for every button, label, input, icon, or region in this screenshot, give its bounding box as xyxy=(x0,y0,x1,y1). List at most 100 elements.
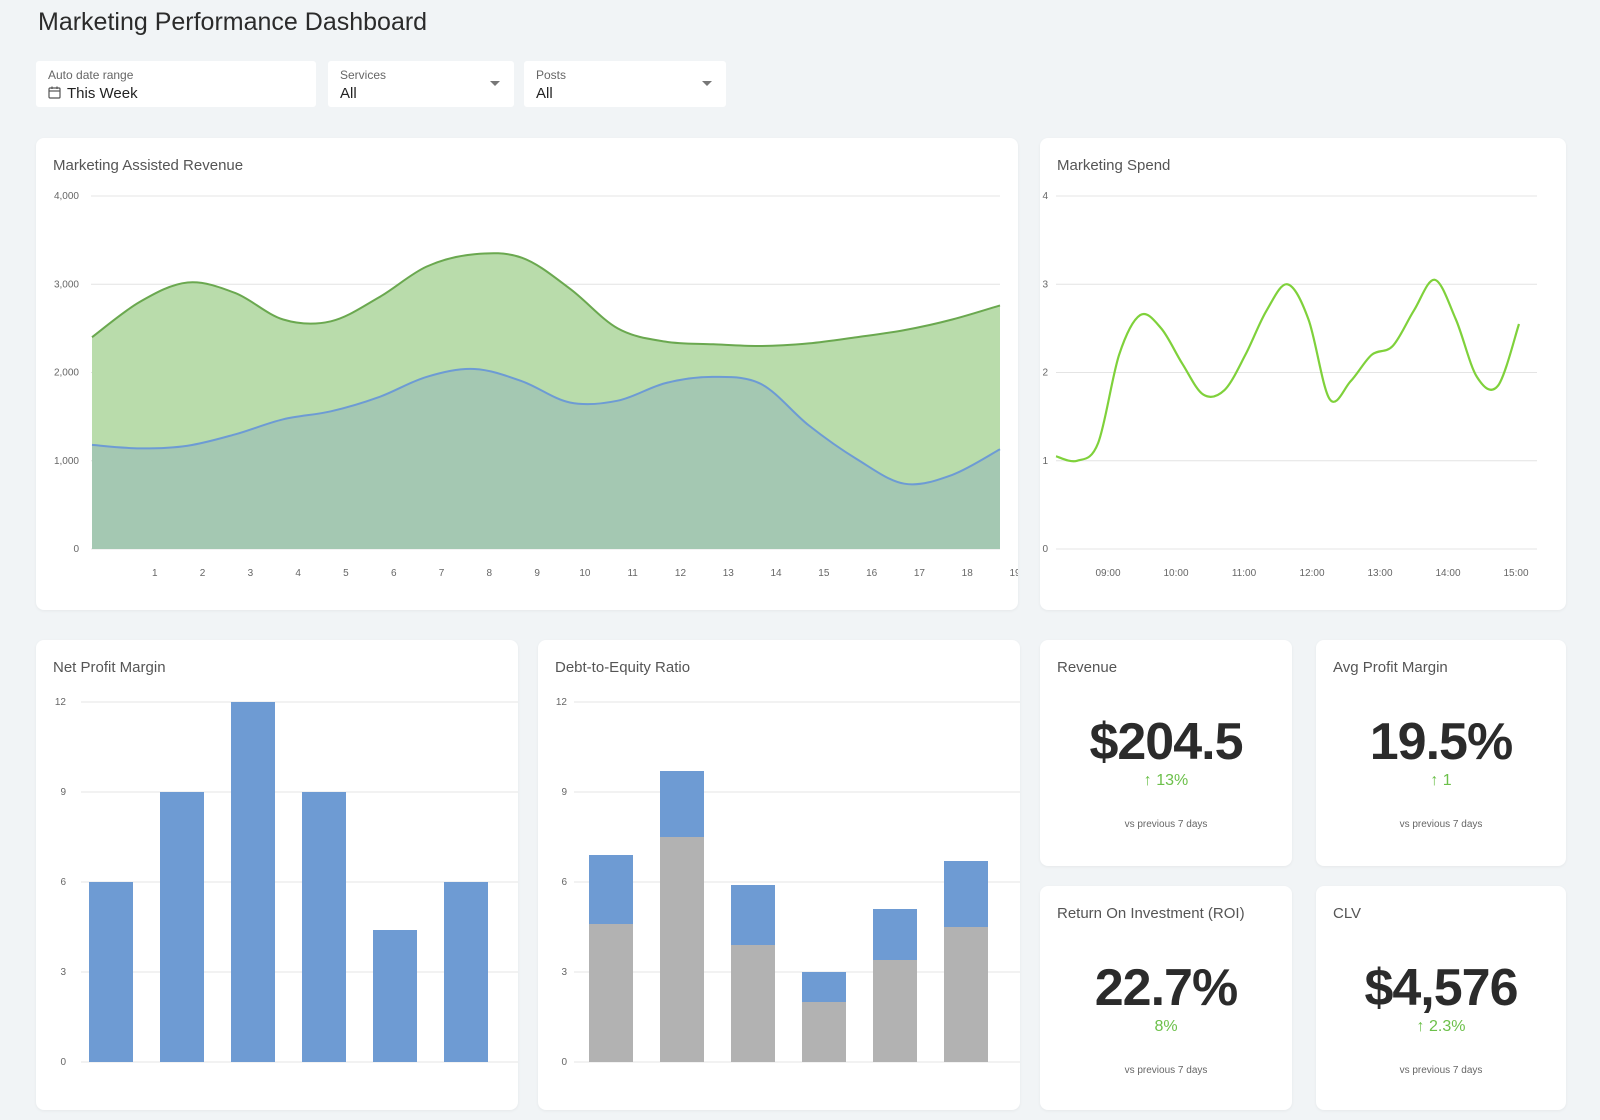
kpi-roi-card: Return On Investment (ROI) 22.7% 8% vs p… xyxy=(1040,886,1292,1110)
y-tick-label: 9 xyxy=(60,787,66,798)
y-tick-label: 3 xyxy=(561,967,567,978)
x-tick-label: 7 xyxy=(439,568,445,579)
x-tick-label: 09:00 xyxy=(1095,568,1120,579)
y-tick-label: 12 xyxy=(55,697,67,708)
kpi-revenue-card: Revenue $204.5 ↑ 13% vs previous 7 days xyxy=(1040,640,1292,866)
posts-value: All xyxy=(536,85,553,102)
services-label: Services xyxy=(340,68,387,82)
y-tick-label: 0 xyxy=(561,1057,567,1068)
y-tick-label: 0 xyxy=(73,544,79,555)
page-title: Marketing Performance Dashboard xyxy=(38,8,428,36)
y-tick-label: 1 xyxy=(1042,456,1048,467)
kpi-clv-card: CLV $4,576 ↑ 2.3% vs previous 7 days xyxy=(1316,886,1566,1110)
bar-gray xyxy=(802,1002,846,1062)
x-tick-label: 2 xyxy=(200,568,206,579)
y-tick-label: 6 xyxy=(60,877,66,888)
spend-line-card: Marketing Spend 4 3 2 1 0 09:00 10:00 11:00 12:0… xyxy=(1040,138,1566,610)
y-tick-label: 2 xyxy=(1042,368,1048,379)
net-profit-title: Net Profit Margin xyxy=(53,659,166,676)
kpi-revenue-delta: ↑ 13% xyxy=(1143,772,1189,789)
bar xyxy=(444,882,488,1062)
x-tick-label: 16 xyxy=(866,568,878,579)
y-tick-label: 0 xyxy=(60,1057,66,1068)
x-tick-label: 12 xyxy=(675,568,687,579)
bar-blue xyxy=(873,909,917,960)
x-tick-label: 1 xyxy=(152,568,158,579)
x-tick-label: 3 xyxy=(248,568,254,579)
y-tick-label: 1,000 xyxy=(54,456,79,467)
services-filter[interactable]: Services All xyxy=(328,61,514,107)
x-tick-label: 18 xyxy=(962,568,974,579)
bar xyxy=(89,882,133,1062)
x-tick-label: 13:00 xyxy=(1367,568,1392,579)
y-tick-label: 2,000 xyxy=(54,368,79,379)
y-tick-label: 0 xyxy=(1042,544,1048,555)
posts-filter[interactable]: Posts All xyxy=(524,61,726,107)
x-tick-label: 19 xyxy=(1009,568,1018,579)
x-tick-label: 5 xyxy=(343,568,349,579)
debt-equity-card: Debt-to-Equity Ratio 12 9 6 3 0 xyxy=(538,640,1020,1110)
bar-blue xyxy=(660,771,704,837)
kpi-clv-note: vs previous 7 days xyxy=(1399,1065,1483,1076)
chevron-down-icon xyxy=(490,81,500,86)
kpi-revenue-title: Revenue xyxy=(1057,659,1118,676)
line-green xyxy=(91,252,1001,348)
date-range-label: Auto date range xyxy=(48,68,134,82)
x-tick-label: 11 xyxy=(627,568,638,579)
y-tick-label: 9 xyxy=(561,787,567,798)
bar-gray xyxy=(944,927,988,1062)
y-tick-label: 6 xyxy=(561,877,567,888)
net-profit-chart: 12 9 6 3 0 xyxy=(55,697,518,1068)
date-range-filter[interactable]: Auto date range This Week xyxy=(36,61,316,107)
debt-equity-title: Debt-to-Equity Ratio xyxy=(555,659,691,676)
x-tick-label: 10 xyxy=(579,568,591,579)
posts-label: Posts xyxy=(536,68,567,82)
kpi-roi-title: Return On Investment (ROI) xyxy=(1057,905,1245,922)
bar-gray xyxy=(873,960,917,1062)
kpi-clv-delta: ↑ 2.3% xyxy=(1416,1018,1466,1035)
net-profit-card: Net Profit Margin 12 9 6 3 0 xyxy=(36,640,518,1110)
bar xyxy=(373,930,417,1062)
revenue-area-title: Marketing Assisted Revenue xyxy=(53,157,244,174)
y-tick-label: 4,000 xyxy=(54,191,79,202)
kpi-roi-value: 22.7% xyxy=(1094,959,1238,1017)
y-tick-label: 4 xyxy=(1042,191,1048,202)
x-tick-label: 11:00 xyxy=(1232,568,1257,579)
x-tick-label: 15 xyxy=(818,568,830,579)
kpi-avg-profit-note: vs previous 7 days xyxy=(1399,819,1483,830)
x-tick-label: 6 xyxy=(391,568,397,579)
spend-line-chart: 4 3 2 1 0 09:00 10:00 11:00 12:00 13:00 14:00 15:00 xyxy=(1042,191,1537,579)
y-tick-label: 3,000 xyxy=(54,279,79,290)
bar xyxy=(302,792,346,1062)
x-tick-label: 17 xyxy=(914,568,926,579)
bar-gray xyxy=(731,945,775,1062)
bar-blue xyxy=(731,885,775,945)
x-tick-label: 4 xyxy=(295,568,301,579)
chevron-down-icon xyxy=(702,81,712,86)
debt-equity-chart: 12 9 6 3 0 xyxy=(556,697,1020,1068)
bar-gray xyxy=(589,924,633,1062)
kpi-roi-delta: 8% xyxy=(1154,1018,1178,1035)
y-tick-label: 12 xyxy=(556,697,568,708)
line-blue xyxy=(91,367,1001,486)
x-tick-label: 12:00 xyxy=(1299,568,1324,579)
services-value: All xyxy=(340,85,357,102)
spend-line-title: Marketing Spend xyxy=(1057,157,1171,174)
x-tick-label: 9 xyxy=(534,568,540,579)
x-tick-label: 14 xyxy=(770,568,782,579)
bar-blue xyxy=(944,861,988,927)
x-tick-label: 8 xyxy=(487,568,493,579)
kpi-avg-profit-delta: ↑ 1 xyxy=(1430,772,1452,789)
bar-blue xyxy=(802,972,846,1002)
spend-line xyxy=(1055,278,1521,463)
date-range-value: This Week xyxy=(67,85,138,102)
x-tick-label: 15:00 xyxy=(1503,568,1528,579)
bar-blue xyxy=(589,855,633,924)
bar-gray xyxy=(660,837,704,1062)
x-tick-label: 13 xyxy=(723,568,735,579)
kpi-avg-profit-card: Avg Profit Margin 19.5% ↑ 1 vs previous … xyxy=(1316,640,1566,866)
x-tick-label: 14:00 xyxy=(1435,568,1460,579)
bar xyxy=(231,702,275,1062)
kpi-clv-value: $4,576 xyxy=(1364,959,1518,1017)
